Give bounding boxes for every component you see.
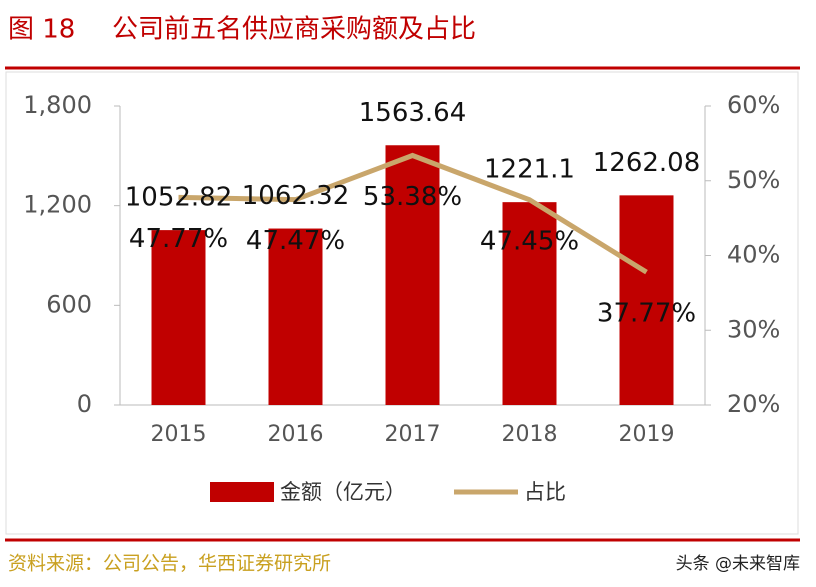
y-tick-label: 1,200	[23, 191, 92, 219]
bar	[385, 145, 440, 405]
x-tick-label: 2017	[385, 422, 441, 447]
legend-label: 金额（亿元）	[280, 480, 406, 504]
figure-label: 图 18	[8, 15, 75, 45]
data-label: 47.77%	[129, 224, 228, 254]
y2-tick-label: 40%	[727, 241, 780, 269]
x-tick-label: 2019	[619, 422, 675, 447]
legend-label: 占比	[524, 480, 566, 504]
legend-swatch	[210, 482, 274, 502]
y2-tick-label: 30%	[727, 315, 780, 343]
data-label: 53.38%	[363, 182, 462, 212]
bar	[268, 228, 323, 405]
watermark: 头条 @未来智库	[676, 554, 800, 574]
bar	[151, 230, 206, 405]
data-label: 1062.32	[242, 181, 350, 211]
source: 资料来源：公司公告，华西证券研究所	[8, 553, 331, 575]
chart-frame	[5, 71, 799, 535]
x-tick-label: 2018	[502, 422, 558, 447]
data-label: 1221.1	[484, 155, 575, 185]
bar	[619, 195, 674, 405]
y2-tick-label: 20%	[727, 390, 780, 418]
x-tick-label: 2016	[268, 422, 324, 447]
data-label: 47.47%	[246, 226, 345, 256]
y2-tick-label: 60%	[727, 91, 780, 119]
chart-title: 公司前五名供应商采购额及占比	[112, 15, 476, 45]
y2-tick-label: 50%	[727, 166, 780, 194]
x-tick-label: 2015	[151, 422, 207, 447]
line	[178, 152, 648, 275]
y-tick-label: 0	[77, 390, 92, 418]
data-label: 1563.64	[359, 98, 467, 128]
data-label: 1262.08	[593, 148, 701, 178]
y-tick-label: 600	[46, 290, 92, 318]
bar	[502, 202, 557, 405]
data-label: 47.45%	[480, 226, 579, 256]
data-label: 37.77%	[597, 299, 696, 329]
data-label: 1052.82	[125, 183, 233, 213]
y-tick-label: 1,800	[23, 91, 92, 119]
